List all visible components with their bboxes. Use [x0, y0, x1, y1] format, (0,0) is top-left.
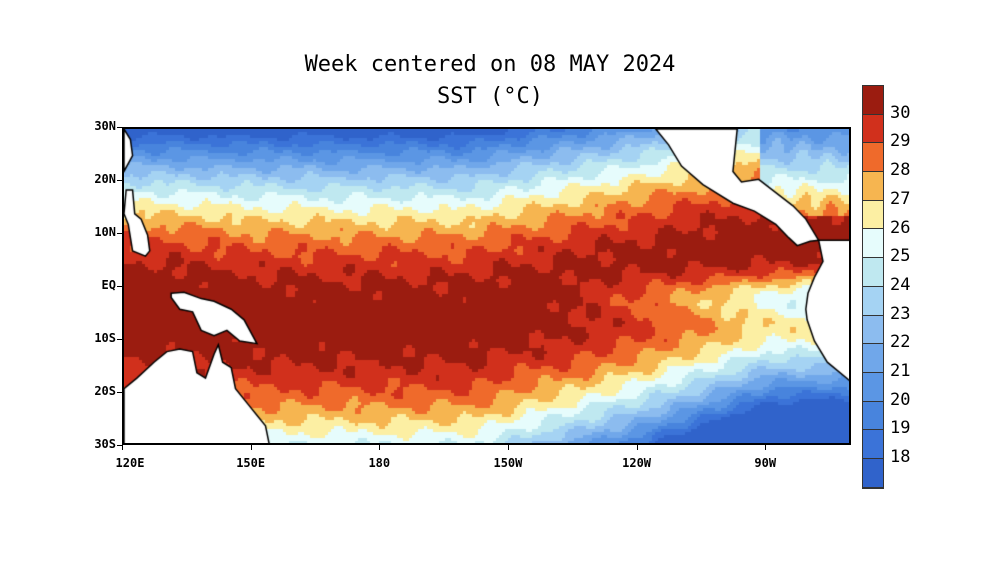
x-tick-mark	[379, 444, 381, 450]
x-tick-label: 150W	[493, 456, 523, 470]
map-title: Week centered on 08 MAY 2024	[304, 52, 676, 77]
sst-field	[124, 129, 849, 443]
x-tick-label: 150E	[236, 456, 266, 470]
colorbar-bin	[863, 86, 883, 115]
colorbar-bin	[863, 430, 883, 459]
y-tick-label: 30S	[94, 437, 116, 451]
colorbar-label: 19	[890, 418, 911, 439]
x-tick-label: 120W	[622, 456, 652, 470]
map-subtitle: SST (°C)	[437, 84, 543, 109]
colorbar	[862, 85, 884, 489]
x-tick-mark	[507, 444, 509, 450]
colorbar-label: 26	[890, 217, 911, 238]
x-tick-mark	[250, 444, 252, 450]
colorbar-label: 21	[890, 361, 911, 381]
y-tick-label: 20N	[94, 172, 116, 186]
y-tick-mark	[117, 392, 123, 393]
y-tick-label: 20S	[94, 384, 116, 398]
colorbar-label: 18	[890, 447, 911, 468]
colorbar-bin	[863, 114, 883, 144]
colorbar-bin	[863, 200, 883, 230]
y-tick-label: 30N	[94, 119, 116, 133]
colorbar-label: 27	[890, 188, 911, 209]
colorbar-bin	[863, 172, 883, 201]
sst-map-area	[122, 127, 851, 445]
y-tick-mark	[117, 339, 123, 340]
colorbar-label: 22	[890, 332, 911, 353]
colorbar-label: 23	[890, 303, 911, 324]
x-tick-mark	[765, 444, 767, 450]
colorbar-label: 30	[890, 102, 911, 123]
colorbar-label: 20	[890, 389, 911, 410]
y-tick-mark	[117, 127, 123, 128]
x-tick-mark	[122, 444, 123, 450]
colorbar-bin	[863, 315, 883, 345]
y-tick-mark	[117, 180, 123, 181]
y-tick-label: 10S	[94, 331, 116, 345]
y-tick-label: EQ	[101, 278, 116, 292]
colorbar-bin	[863, 401, 883, 431]
colorbar-label: 29	[890, 131, 911, 152]
y-tick-label: 10N	[94, 225, 116, 239]
colorbar-label: 25	[890, 246, 911, 267]
colorbar-bin	[863, 458, 883, 488]
colorbar-bin	[863, 372, 883, 402]
colorbar-bin	[863, 344, 883, 373]
colorbar-label: 24	[890, 274, 911, 295]
colorbar-bin	[863, 143, 883, 173]
y-tick-mark	[117, 286, 123, 287]
colorbar-label: 28	[890, 160, 911, 181]
colorbar-bin	[863, 258, 883, 287]
y-tick-mark	[117, 445, 123, 446]
x-tick-mark	[636, 444, 638, 450]
x-tick-label: 90W	[754, 456, 777, 470]
colorbar-bin	[863, 229, 883, 259]
x-tick-label: 120E	[115, 456, 145, 470]
y-tick-mark	[117, 233, 123, 234]
x-tick-label: 180	[368, 456, 391, 470]
colorbar-bin	[863, 286, 883, 316]
